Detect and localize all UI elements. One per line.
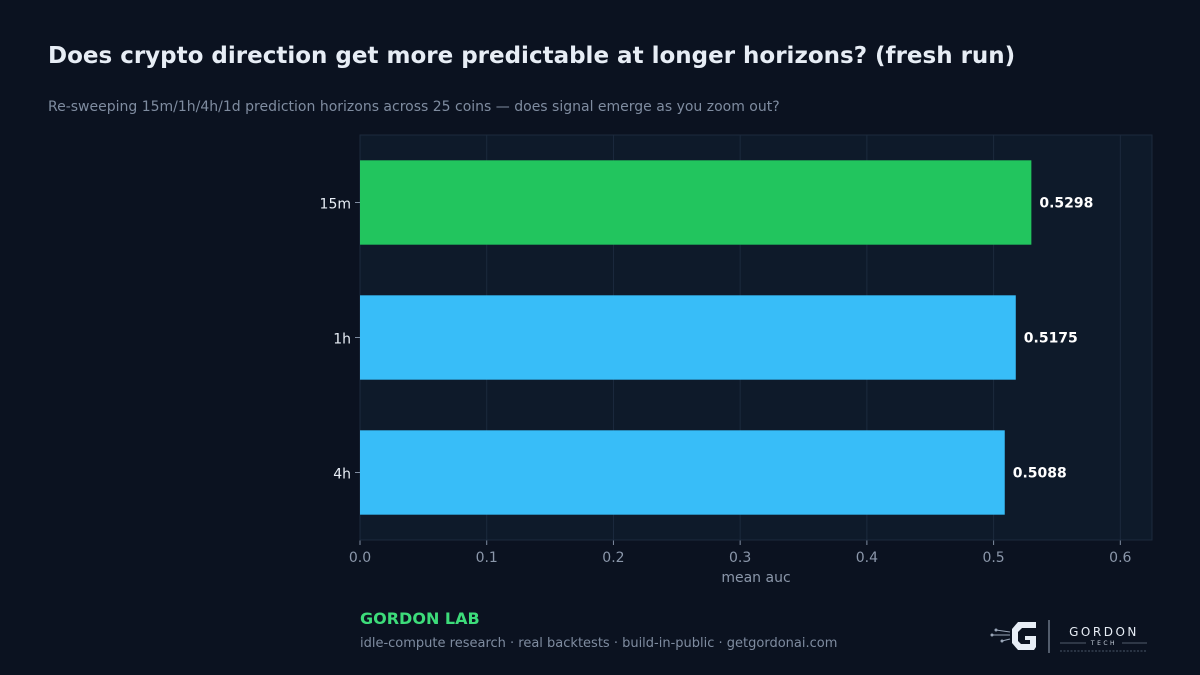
y-tick-label: 1h xyxy=(333,332,351,348)
bar-chart: 0.0 0.1 0.2 0.3 0.4 0.5 0.6 0.5298 15m 0.5175 1h 0.… xyxy=(320,134,1153,586)
x-tick-label: 0.1 xyxy=(476,550,498,566)
x-tick-label: 0.5 xyxy=(982,550,1004,566)
x-axis-label: mean auc xyxy=(721,570,790,586)
x-tick-label: 0.0 xyxy=(349,550,371,566)
gordon-g-logo-icon xyxy=(990,622,1036,650)
bar xyxy=(360,295,1016,380)
y-tick-label: 15m xyxy=(320,197,351,213)
bar xyxy=(360,430,1005,515)
bar xyxy=(360,160,1032,245)
logo-subtext: TECH xyxy=(1090,640,1117,647)
data-label: 0.5298 xyxy=(1039,196,1093,212)
data-label: 0.5175 xyxy=(1024,331,1078,347)
brand-name: GORDON LAB xyxy=(360,609,480,628)
data-label: 0.5088 xyxy=(1013,466,1067,482)
x-tick-label: 0.6 xyxy=(1109,550,1131,566)
logo-wordmark: GORDON xyxy=(1069,625,1139,639)
x-tick-label: 0.4 xyxy=(856,550,878,566)
y-tick-label: 4h xyxy=(333,467,351,483)
gordon-tech-logo: GORDON TECH xyxy=(990,620,1147,653)
x-tick-label: 0.2 xyxy=(602,550,624,566)
brand-tagline: idle-compute research · real backtests ·… xyxy=(360,636,838,651)
x-tick-label: 0.3 xyxy=(729,550,751,566)
chart-title: Does crypto direction get more predictab… xyxy=(48,43,1016,69)
chart-subtitle: Re-sweeping 15m/1h/4h/1d prediction hori… xyxy=(48,99,780,115)
